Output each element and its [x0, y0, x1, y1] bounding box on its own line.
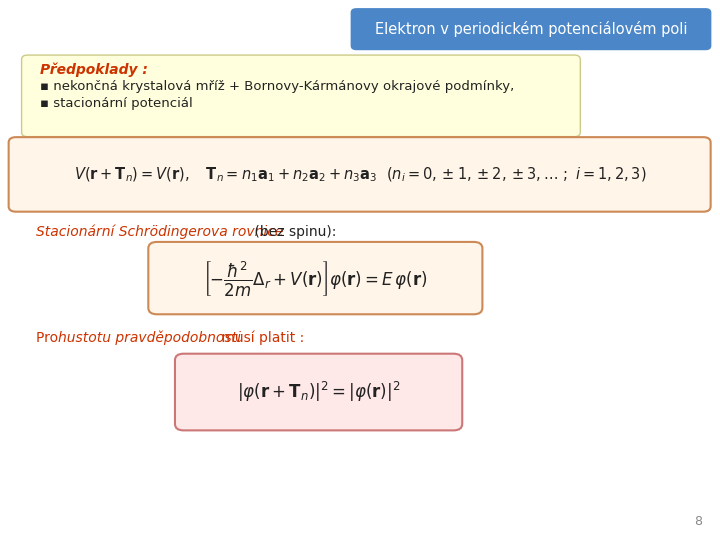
- Text: (bez spinu):: (bez spinu):: [250, 225, 336, 239]
- Text: hustotu pravděpodobnosti: hustotu pravděpodobnosti: [58, 330, 240, 345]
- FancyBboxPatch shape: [351, 8, 711, 50]
- FancyBboxPatch shape: [148, 242, 482, 314]
- Text: ▪ nekončná krystalová mříž + Bornovy-Kármánovy okrajové podmínky,: ▪ nekončná krystalová mříž + Bornovy-Kár…: [40, 80, 514, 93]
- Text: ▪ stacionární potenciál: ▪ stacionární potenciál: [40, 97, 192, 110]
- FancyBboxPatch shape: [22, 55, 580, 137]
- Text: 8: 8: [694, 515, 702, 528]
- FancyBboxPatch shape: [9, 137, 711, 212]
- Text: Pro: Pro: [36, 330, 63, 345]
- Text: $\left[-\dfrac{\hbar^2}{2m}\Delta_r+V(\mathbf{r})\right]\varphi(\mathbf{r})=E\,\: $\left[-\dfrac{\hbar^2}{2m}\Delta_r+V(\m…: [203, 259, 428, 298]
- Text: $V(\mathbf{r}+\mathbf{T}_n)=V(\mathbf{r}),\quad\mathbf{T}_n = n_1\mathbf{a}_1+n_: $V(\mathbf{r}+\mathbf{T}_n)=V(\mathbf{r}…: [73, 165, 647, 184]
- FancyBboxPatch shape: [175, 354, 462, 430]
- Text: $\left|\varphi(\mathbf{r}+\mathbf{T}_n)\right|^2=\left|\varphi(\mathbf{r})\right: $\left|\varphi(\mathbf{r}+\mathbf{T}_n)\…: [238, 380, 400, 404]
- Text: musí platit :: musí platit :: [217, 330, 305, 345]
- Text: Předpoklady :: Předpoklady :: [40, 63, 148, 77]
- Text: Elektron v periodickém potenciálovém poli: Elektron v periodickém potenciálovém pol…: [375, 21, 688, 37]
- Text: Stacionární Schrödingerova rovnice: Stacionární Schrödingerova rovnice: [36, 225, 284, 239]
